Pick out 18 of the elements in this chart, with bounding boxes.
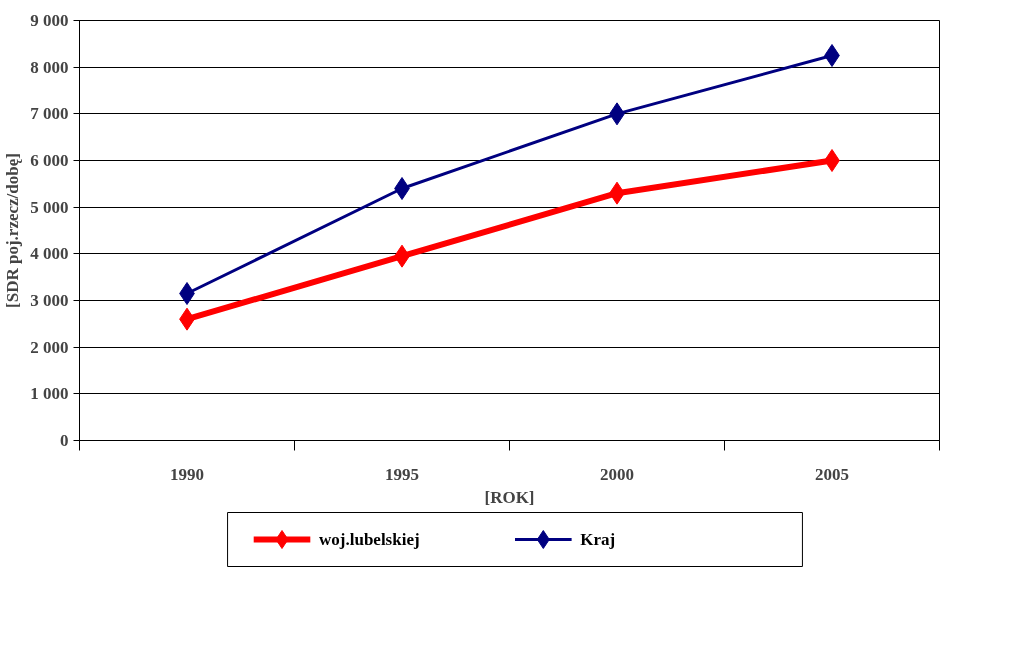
- x-axis-title: [ROK]: [484, 487, 535, 507]
- y-tick-label: 8 000: [30, 57, 69, 77]
- x-tick-label: 1995: [385, 464, 419, 484]
- y-axis-title: [SDR poj.rzecz/dobę]: [3, 153, 23, 308]
- y-tick-label: 0: [60, 431, 69, 450]
- y-tick-label: 9 000: [30, 11, 69, 30]
- x-tick-label: 2000: [600, 464, 634, 484]
- legend-label: woj.lubelskiej: [319, 530, 420, 549]
- y-tick-label: 4 000: [30, 244, 69, 264]
- x-tick-label: 1990: [170, 464, 204, 484]
- y-tick-label: 5 000: [30, 197, 69, 217]
- x-tick-label: 2005: [815, 464, 849, 484]
- y-tick-label: 2 000: [30, 337, 69, 357]
- y-tick-label: 1 000: [30, 384, 69, 404]
- y-tick-label: 7 000: [30, 104, 69, 124]
- legend-label: Kraj: [580, 530, 616, 549]
- y-tick-label: 3 000: [30, 291, 69, 310]
- y-tick-label: 6 000: [30, 151, 69, 170]
